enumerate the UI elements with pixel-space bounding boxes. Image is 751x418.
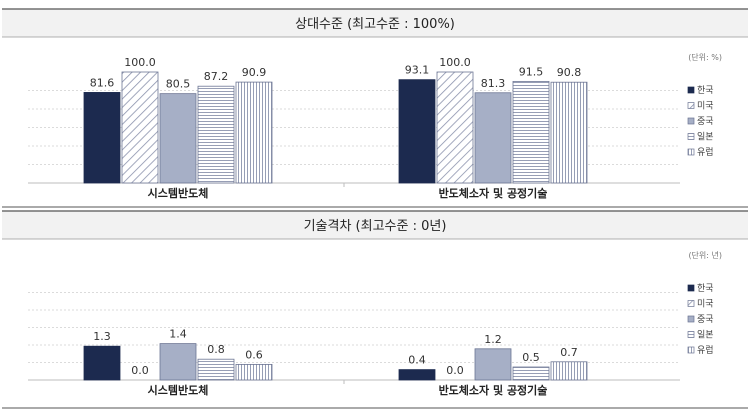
data-label-2-0-europe: 0.6	[245, 348, 263, 361]
panel-1-title: 상대수준 (최고수준 : 100%)	[295, 17, 455, 32]
legend-swatch-2-europe	[687, 346, 695, 354]
bar-2-1-japan	[512, 366, 550, 381]
legend-label-2-korea: 한국	[697, 283, 714, 294]
bar-2-1-europe	[550, 361, 588, 381]
legend-label-1-korea: 한국	[697, 85, 714, 96]
legend-swatch-1-china	[687, 117, 695, 125]
data-label-2-1-japan: 0.5	[522, 351, 540, 364]
data-label-1-0-usa: 100.0	[124, 56, 156, 69]
bar-1-1-usa	[436, 71, 474, 184]
bar-1-0-china	[159, 93, 197, 184]
legend-swatch-2-china	[687, 315, 695, 323]
bar-2-1-korea	[398, 369, 436, 381]
bar-1-0-europe	[235, 81, 273, 184]
data-label-1-1-korea: 93.1	[405, 64, 430, 77]
data-label-2-0-korea: 1.3	[93, 330, 111, 343]
bar-2-1-china	[474, 348, 512, 381]
data-label-2-1-usa: 0.0	[446, 364, 464, 377]
bar-1-0-usa	[121, 71, 159, 184]
legend-swatch-1-usa	[687, 102, 695, 109]
data-label-2-0-china: 1.4	[169, 328, 187, 341]
legend-label-1-japan: 일본	[697, 132, 714, 143]
panel-1-unit: (단위: %)	[688, 52, 722, 62]
legend-swatch-2-korea	[687, 284, 695, 292]
category-label-1-1: 반도체소자 및 공정기술	[439, 186, 548, 200]
bar-1-1-europe	[550, 81, 588, 184]
legend-label-1-europe: 유럽	[697, 147, 714, 158]
panel-1-header-bg	[2, 9, 748, 37]
legend-swatch-2-usa	[687, 300, 695, 307]
category-label-2-0: 시스템반도체	[148, 383, 209, 397]
bar-2-0-china	[159, 343, 197, 381]
data-label-2-0-usa: 0.0	[131, 364, 149, 377]
data-label-1-0-korea: 81.6	[90, 76, 115, 89]
legend-swatch-1-japan	[687, 133, 695, 140]
bar-1-0-japan	[197, 85, 235, 184]
category-label-1-0: 시스템반도체	[148, 186, 209, 200]
legend-label-2-china: 중국	[697, 314, 714, 325]
legend-label-2-europe: 유럽	[697, 345, 714, 356]
data-label-1-1-usa: 100.0	[439, 56, 471, 69]
bar-2-0-korea	[83, 345, 121, 381]
legend-label-2-usa: 미국	[697, 299, 714, 310]
data-label-2-1-china: 1.2	[484, 333, 502, 346]
data-label-2-1-korea: 0.4	[408, 354, 426, 367]
data-label-1-1-china: 81.3	[481, 77, 506, 90]
legend-label-1-usa: 미국	[697, 101, 714, 112]
legend-swatch-1-korea	[687, 86, 695, 94]
legend-label-1-china: 중국	[697, 116, 714, 127]
panel-2-unit: (단위: 년)	[688, 250, 722, 260]
bar-1-1-japan	[512, 81, 550, 184]
panel-2-header-bg	[2, 211, 748, 239]
bar-2-0-europe	[235, 363, 273, 381]
category-label-2-1: 반도체소자 및 공정기술	[439, 383, 548, 397]
legend-swatch-2-japan	[687, 331, 695, 338]
data-label-1-0-japan: 87.2	[204, 70, 229, 83]
bar-2-0-japan	[197, 358, 235, 381]
data-label-2-1-europe: 0.7	[560, 346, 578, 359]
legend-label-2-japan: 일본	[697, 330, 714, 341]
bar-1-1-korea	[398, 79, 436, 184]
data-label-1-0-europe: 90.9	[242, 66, 267, 79]
data-label-1-0-china: 80.5	[166, 78, 191, 91]
data-label-2-0-japan: 0.8	[207, 343, 225, 356]
panel-2-title: 기술격차 (최고수준 : 0년)	[304, 219, 447, 234]
bar-1-1-china	[474, 92, 512, 184]
legend-swatch-1-europe	[687, 148, 695, 156]
data-label-1-1-europe: 90.8	[557, 66, 582, 79]
bar-1-0-korea	[83, 92, 121, 184]
data-label-1-1-japan: 91.5	[519, 65, 544, 78]
